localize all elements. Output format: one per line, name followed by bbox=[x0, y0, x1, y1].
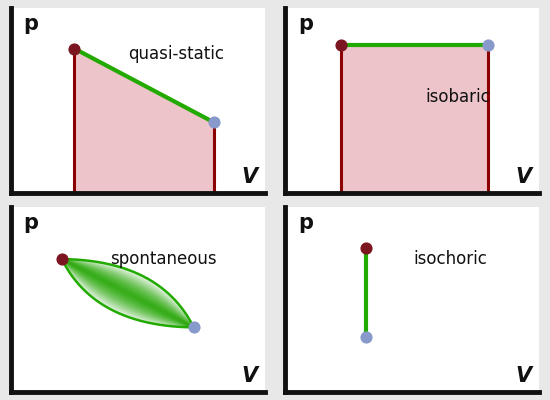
Polygon shape bbox=[74, 49, 214, 193]
Polygon shape bbox=[62, 259, 194, 327]
Polygon shape bbox=[62, 259, 194, 327]
Polygon shape bbox=[62, 259, 194, 327]
Polygon shape bbox=[62, 259, 194, 327]
Polygon shape bbox=[62, 259, 194, 327]
Text: p: p bbox=[298, 213, 313, 233]
Point bbox=[189, 324, 198, 330]
Point bbox=[57, 256, 66, 262]
Point bbox=[362, 334, 371, 340]
Polygon shape bbox=[62, 259, 194, 327]
Point bbox=[337, 42, 345, 48]
Text: V: V bbox=[241, 167, 257, 187]
Text: isochoric: isochoric bbox=[413, 250, 487, 268]
Text: quasi-static: quasi-static bbox=[128, 45, 224, 63]
Polygon shape bbox=[62, 259, 194, 327]
Text: p: p bbox=[24, 14, 38, 34]
Polygon shape bbox=[62, 259, 194, 327]
Polygon shape bbox=[62, 259, 194, 327]
Point bbox=[210, 119, 218, 126]
Polygon shape bbox=[62, 259, 194, 327]
Point bbox=[362, 245, 371, 251]
Text: isobaric: isobaric bbox=[425, 88, 490, 106]
Text: V: V bbox=[241, 366, 257, 386]
Text: p: p bbox=[298, 14, 313, 34]
Text: V: V bbox=[515, 366, 531, 386]
Text: V: V bbox=[515, 167, 531, 187]
Point bbox=[70, 46, 79, 52]
Point bbox=[484, 42, 493, 48]
Text: p: p bbox=[24, 213, 38, 233]
Polygon shape bbox=[62, 259, 194, 327]
Polygon shape bbox=[62, 259, 194, 327]
Text: spontaneous: spontaneous bbox=[110, 250, 217, 268]
Polygon shape bbox=[62, 259, 194, 327]
Polygon shape bbox=[341, 45, 488, 193]
Polygon shape bbox=[62, 259, 194, 327]
Polygon shape bbox=[62, 259, 194, 327]
Polygon shape bbox=[62, 259, 194, 327]
Polygon shape bbox=[62, 259, 194, 327]
Polygon shape bbox=[62, 259, 194, 327]
Polygon shape bbox=[62, 259, 194, 327]
Polygon shape bbox=[62, 259, 194, 327]
Polygon shape bbox=[62, 259, 194, 327]
